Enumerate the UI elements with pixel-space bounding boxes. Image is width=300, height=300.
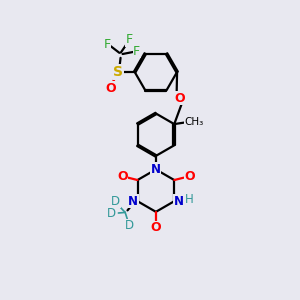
Text: O: O — [184, 170, 195, 183]
Text: O: O — [151, 221, 161, 234]
Text: H: H — [184, 193, 193, 206]
Text: D: D — [107, 206, 116, 220]
Text: D: D — [125, 219, 134, 232]
Text: D: D — [111, 195, 120, 208]
Text: O: O — [175, 92, 185, 104]
Text: N: N — [174, 195, 184, 208]
Text: O: O — [117, 170, 128, 183]
Text: N: N — [128, 195, 138, 208]
Text: F: F — [133, 45, 140, 58]
Text: F: F — [104, 38, 111, 50]
Text: O: O — [105, 82, 116, 95]
Text: N: N — [151, 163, 161, 176]
Text: F: F — [126, 33, 133, 46]
Text: S: S — [113, 65, 124, 79]
Text: CH₃: CH₃ — [184, 117, 203, 127]
